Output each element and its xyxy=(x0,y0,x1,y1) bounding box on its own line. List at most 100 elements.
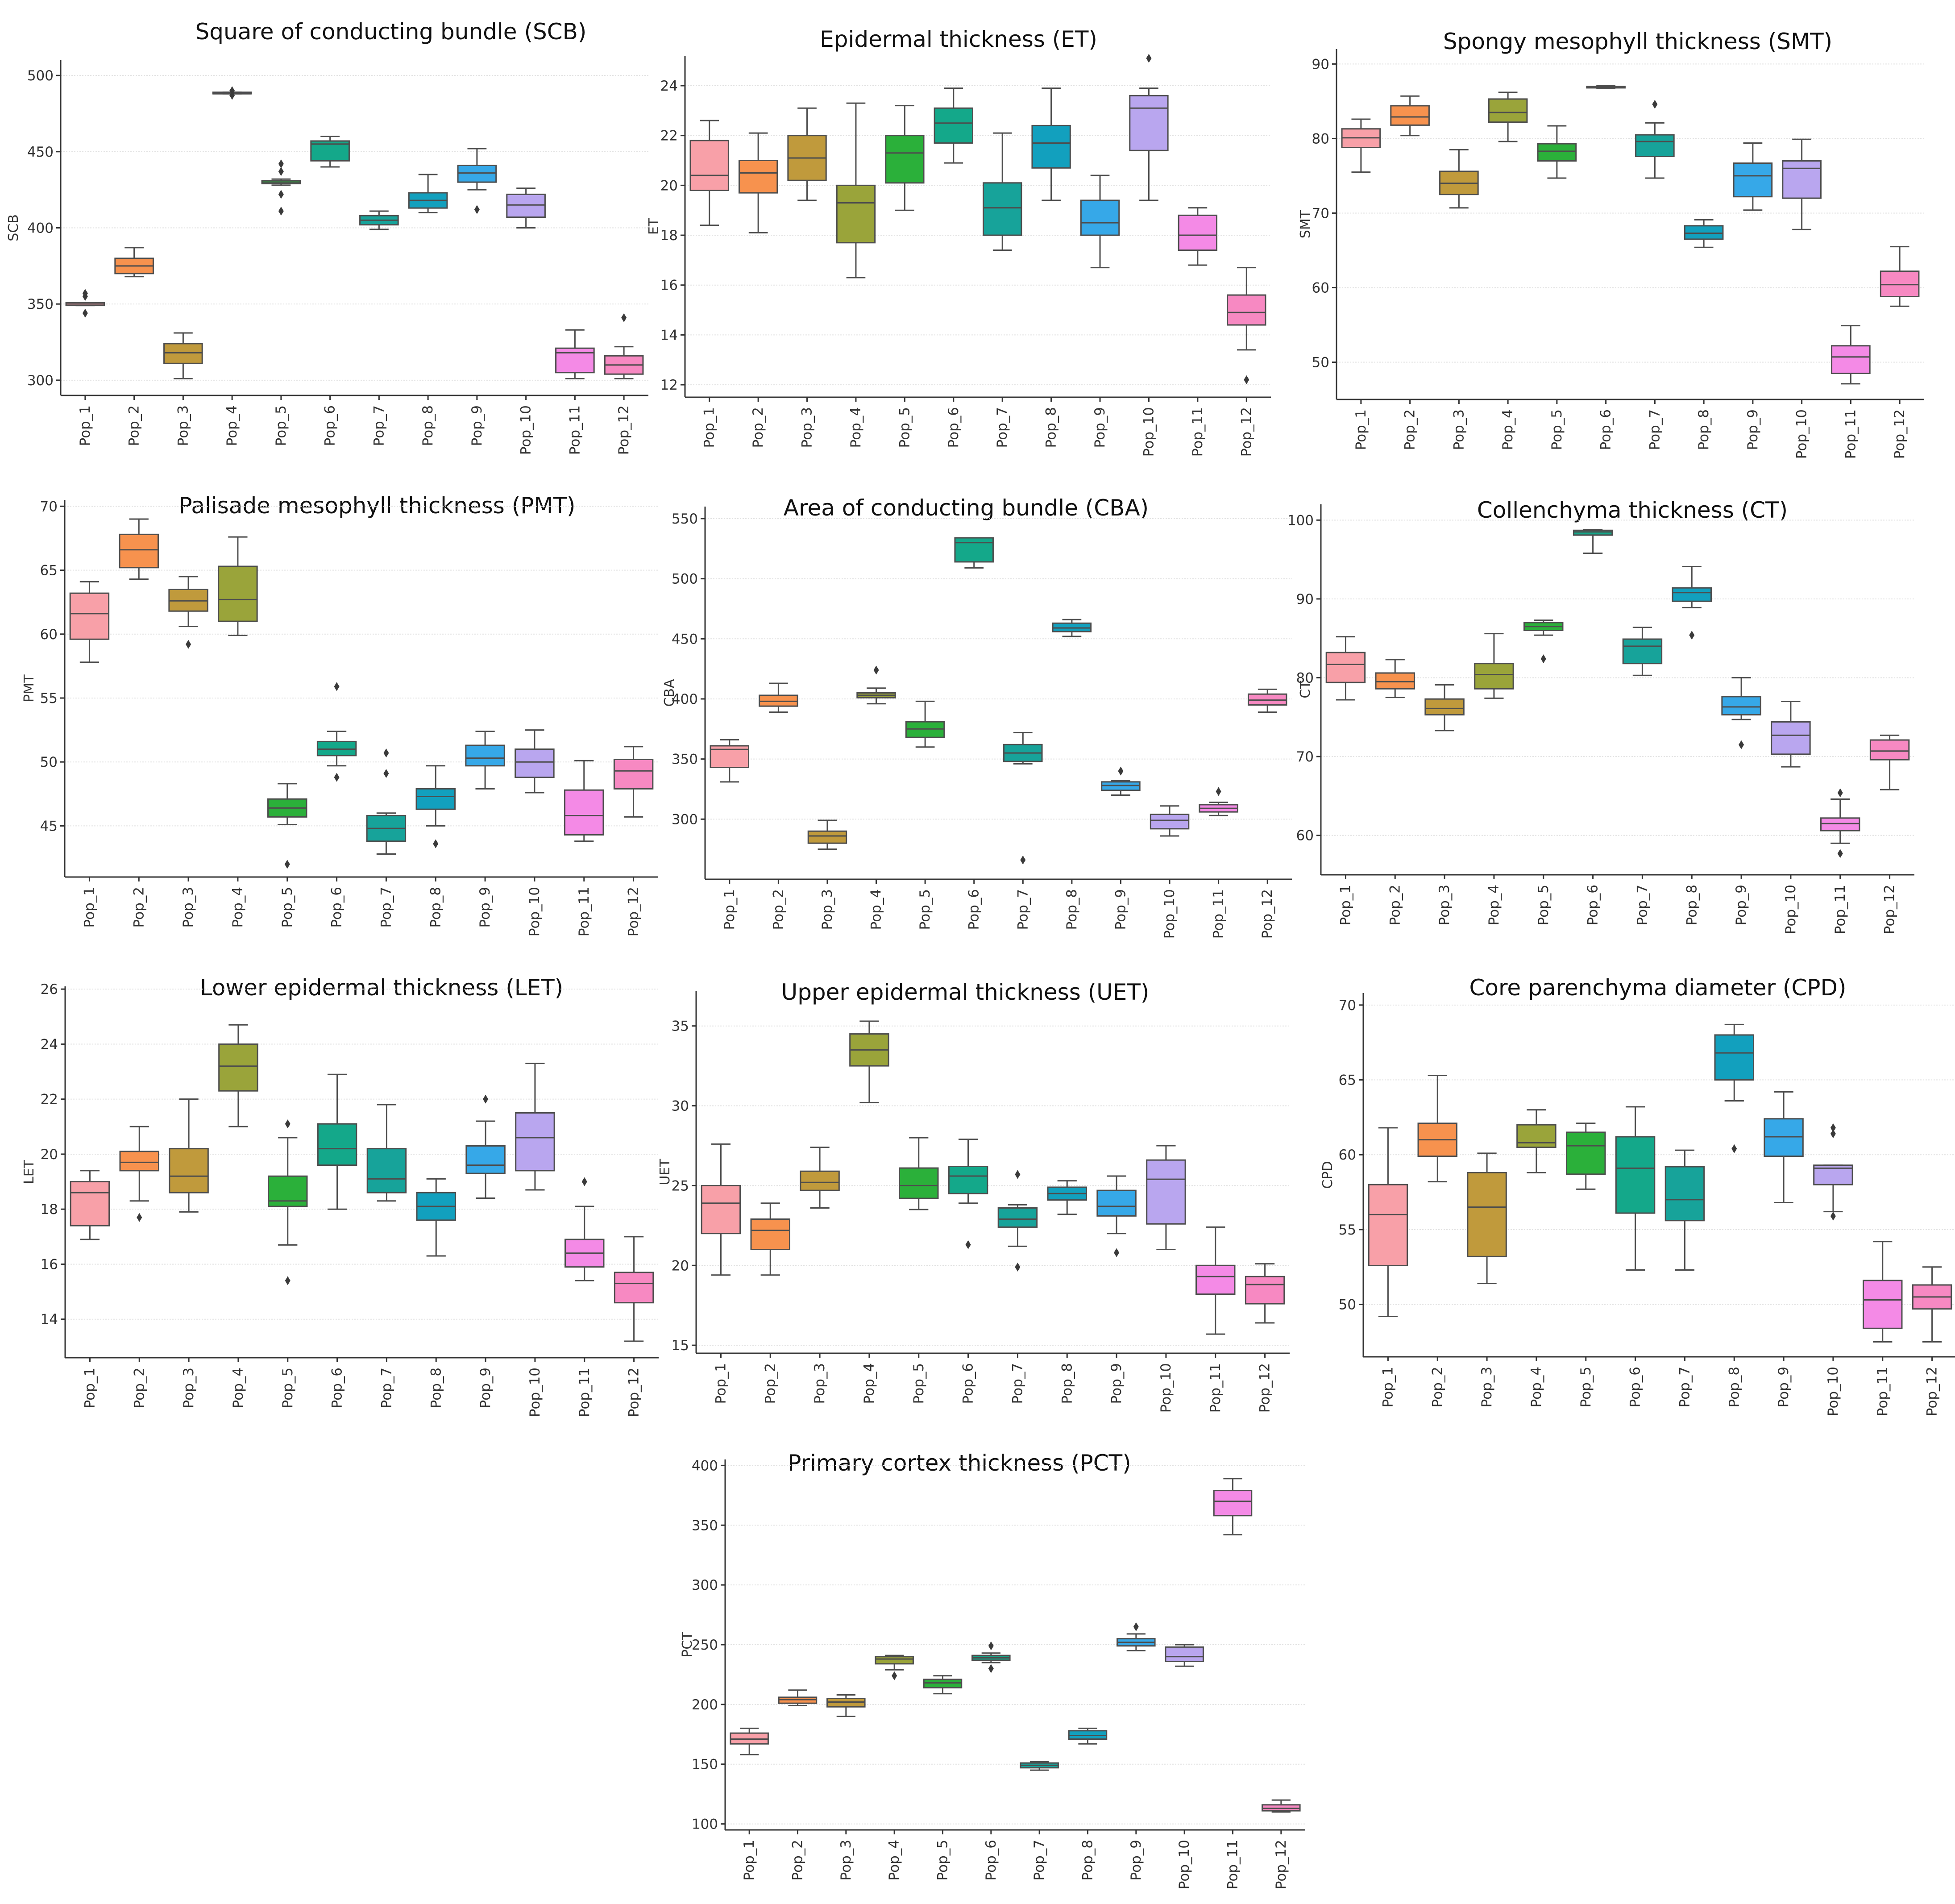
box-pop-4 xyxy=(1474,633,1514,699)
x-tick-label: Pop_10 xyxy=(1794,409,1810,459)
x-tick-label: Pop_1 xyxy=(81,887,97,927)
chart-title: Core parenchyma diameter (CPD) xyxy=(1469,975,1846,1001)
iqr-box xyxy=(1615,1136,1656,1214)
y-tick-label: 22 xyxy=(660,128,678,144)
x-tick-label: Pop_4 xyxy=(1500,409,1516,450)
box-pop-9 xyxy=(1096,1175,1137,1257)
x-tick-label: Pop_7 xyxy=(994,407,1010,448)
y-tick-label: 300 xyxy=(27,373,54,389)
outlier-point xyxy=(383,769,389,778)
box-pop-9 xyxy=(1117,1622,1156,1651)
box-pop-4 xyxy=(1488,91,1528,142)
y-tick-label: 500 xyxy=(672,571,698,587)
box-pop-12 xyxy=(1245,1263,1285,1324)
outlier-point xyxy=(278,159,284,169)
iqr-box xyxy=(689,140,729,191)
x-tick-label: Pop_6 xyxy=(329,887,345,927)
outlier-point xyxy=(1830,1123,1836,1132)
x-tick-label: Pop_9 xyxy=(1128,1840,1144,1880)
iqr-box xyxy=(70,1181,110,1226)
x-tick-label: Pop_12 xyxy=(626,1368,642,1417)
iqr-box xyxy=(1080,200,1120,236)
x-tick-label: Pop_5 xyxy=(911,1363,927,1404)
boxplot-panel: Core parenchyma diameter (CPD) CPD 50 55 60 6… xyxy=(1320,975,1955,1416)
x-tick-label: Pop_5 xyxy=(279,887,295,927)
outlier-point xyxy=(278,206,284,216)
box-pop-5 xyxy=(267,783,307,869)
y-axis-label: SMT xyxy=(1298,210,1313,238)
boxplot-panel: Primary cortex thickness (PCT) PCT 100 150 2… xyxy=(680,1450,1305,1889)
x-tick-label: Pop_6 xyxy=(322,405,338,446)
box-pop-6 xyxy=(1573,529,1613,554)
x-tick-label: Pop_5 xyxy=(1536,885,1552,925)
boxplot-panel: Square of conducting bundle (SCB) SCB 300 3… xyxy=(6,19,648,455)
box-pop-10 xyxy=(1782,138,1822,230)
x-tick-label: Pop_1 xyxy=(713,1363,729,1404)
x-tick-label: Pop_7 xyxy=(1009,1363,1025,1404)
box-pop-2 xyxy=(778,1689,818,1707)
box-pop-11 xyxy=(1178,207,1218,266)
iqr-box xyxy=(738,160,778,194)
outlier-point xyxy=(873,665,879,675)
iqr-box xyxy=(885,135,925,184)
outlier-point xyxy=(285,1276,291,1285)
x-tick-label: Pop_1 xyxy=(77,405,93,446)
y-tick-label: 400 xyxy=(672,691,698,707)
box-pop-8 xyxy=(408,174,448,213)
y-tick-label: 450 xyxy=(672,631,698,647)
x-tick-label: Pop_4 xyxy=(230,887,246,927)
box-pop-2 xyxy=(1375,659,1415,698)
iqr-box xyxy=(1488,98,1528,123)
box-pop-6 xyxy=(316,682,357,782)
x-tick-label: Pop_12 xyxy=(1882,885,1898,934)
outlier-point xyxy=(1114,1248,1120,1257)
chart-title: Square of conducting bundle (SCB) xyxy=(195,19,587,45)
box-pop-10 xyxy=(515,729,555,794)
x-tick-label: Pop_9 xyxy=(477,887,493,927)
x-tick-label: Pop_2 xyxy=(762,1363,778,1404)
x-tick-label: Pop_9 xyxy=(1112,889,1129,930)
iqr-box xyxy=(1227,294,1266,326)
iqr-box xyxy=(1150,814,1190,830)
y-tick-label: 60 xyxy=(1296,828,1314,844)
x-tick-label: Pop_6 xyxy=(329,1368,345,1408)
x-tick-label: Pop_4 xyxy=(1486,885,1502,925)
x-tick-label: Pop_12 xyxy=(1257,1363,1273,1413)
y-tick-label: 25 xyxy=(672,1178,689,1194)
iqr-box xyxy=(1635,134,1675,158)
x-tick-label: Pop_2 xyxy=(131,1368,147,1408)
box-pop-2 xyxy=(750,1202,790,1276)
outlier-point xyxy=(892,1671,897,1680)
x-tick-label: Pop_1 xyxy=(722,889,738,930)
box-pop-11 xyxy=(565,1177,605,1281)
chart-title: Area of conducting bundle (CBA) xyxy=(784,495,1149,521)
chart-title: Palisade mesophyll thickness (PMT) xyxy=(178,493,575,519)
iqr-box xyxy=(1782,160,1822,199)
iqr-box xyxy=(415,788,456,810)
y-tick-label: 80 xyxy=(1296,670,1314,686)
iqr-box xyxy=(1474,663,1514,690)
box-pop-8 xyxy=(1068,1727,1108,1745)
x-tick-label: Pop_11 xyxy=(576,887,592,936)
iqr-box xyxy=(1245,1276,1285,1305)
box-pop-6 xyxy=(1615,1106,1656,1271)
iqr-box xyxy=(1820,817,1860,831)
iqr-box xyxy=(457,165,497,183)
y-tick-label: 16 xyxy=(41,1256,58,1272)
box-pop-7 xyxy=(997,1170,1038,1272)
x-tick-label: Pop_5 xyxy=(1549,409,1565,450)
iqr-box xyxy=(750,1218,790,1250)
outlier-point xyxy=(581,1177,587,1186)
iqr-box xyxy=(515,1112,555,1172)
y-tick-label: 300 xyxy=(672,811,698,827)
y-axis-label: CT xyxy=(1298,681,1313,698)
box-pop-11 xyxy=(1213,1478,1253,1536)
y-tick-label: 55 xyxy=(40,690,58,707)
box-pop-2 xyxy=(119,518,159,580)
chart-title: Primary cortex thickness (PCT) xyxy=(788,1450,1131,1476)
x-tick-label: Pop_1 xyxy=(82,1368,98,1408)
y-tick-label: 400 xyxy=(27,220,54,237)
box-pop-9 xyxy=(1080,175,1120,269)
box-pop-10 xyxy=(1165,1644,1204,1667)
iqr-box xyxy=(899,1167,939,1199)
